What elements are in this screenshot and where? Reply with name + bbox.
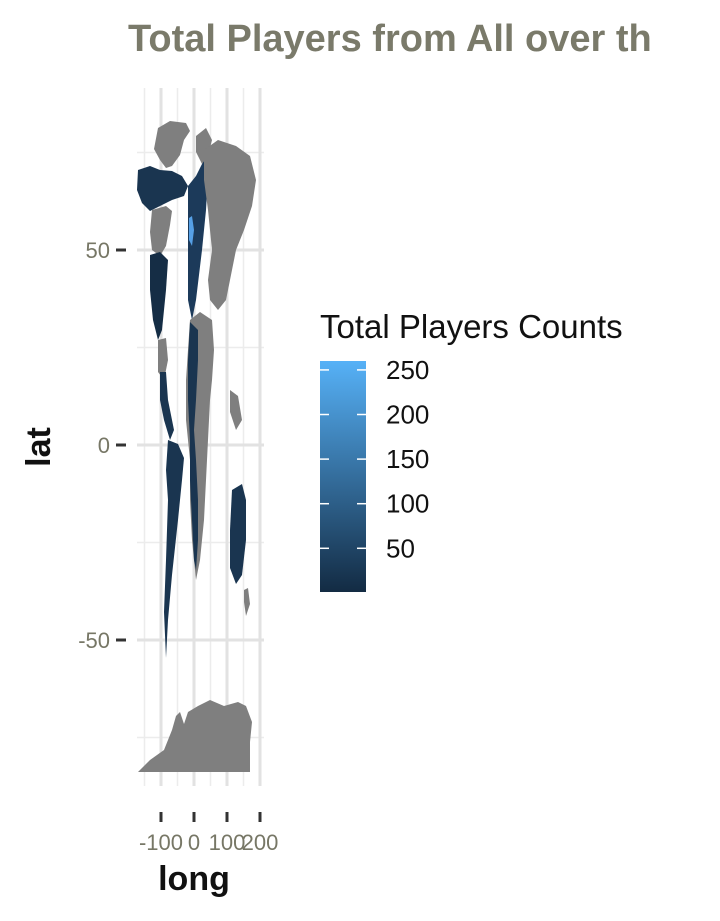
north-america-region <box>137 166 188 211</box>
chart-title: Total Players from All over th <box>128 18 652 60</box>
legend-tick-label: 50 <box>386 533 415 563</box>
legend-colorbar <box>320 361 366 592</box>
x-tick-label: 200 <box>242 830 279 855</box>
europe-region <box>188 160 208 320</box>
north-america-region <box>150 252 168 340</box>
legend-tick-label: 150 <box>386 444 429 474</box>
oceania-region <box>244 588 250 616</box>
y-tick-label: 0 <box>98 433 110 458</box>
asia-region <box>230 390 242 430</box>
north-america-region <box>154 121 190 168</box>
africa-region <box>188 322 198 570</box>
north-america-region <box>150 206 172 256</box>
y-axis: 50 0 -50 <box>78 238 126 653</box>
x-tick-label: -100 <box>139 830 183 855</box>
oceania-region <box>230 484 246 584</box>
asia-region <box>204 140 256 310</box>
x-tick-label: 0 <box>188 830 200 855</box>
y-tick-label: -50 <box>78 628 110 653</box>
legend-ticks: 250 200 150 100 50 <box>320 355 429 563</box>
legend-tick-label: 100 <box>386 489 429 519</box>
x-axis-title: long <box>158 860 230 898</box>
legend-tick-label: 200 <box>386 400 429 430</box>
y-tick-label: 50 <box>86 238 110 263</box>
north-america-region <box>158 338 168 380</box>
antarctica-region <box>138 700 252 772</box>
legend: Total Players Counts 250 200 150 100 50 <box>320 308 623 592</box>
legend-tick-label: 250 <box>386 355 429 385</box>
y-axis-title: lat <box>20 427 58 467</box>
legend-title: Total Players Counts <box>320 308 623 345</box>
x-tick-label: 100 <box>209 830 246 855</box>
europe-region <box>189 216 194 246</box>
south-america-region <box>164 440 184 658</box>
central-america-region <box>160 372 174 440</box>
world-map-land <box>137 121 256 772</box>
